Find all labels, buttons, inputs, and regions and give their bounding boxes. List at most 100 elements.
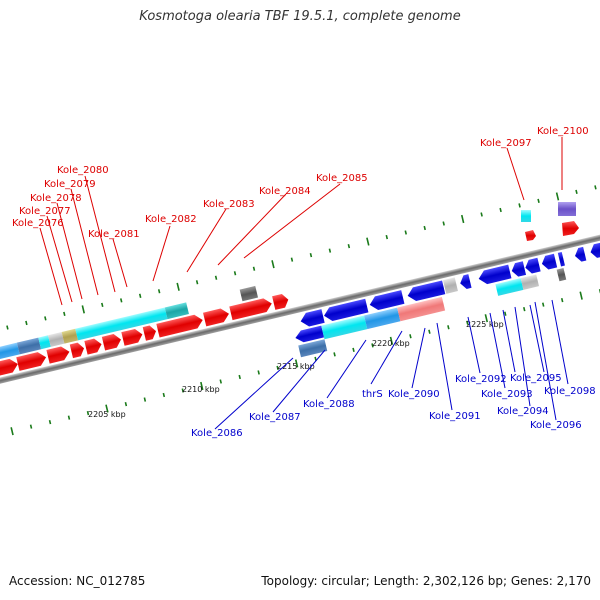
tick-mark: [560, 298, 564, 303]
gene-label[interactable]: Kole_2080: [57, 165, 109, 176]
gene-block[interactable]: [495, 278, 524, 296]
genome-backbone: [0, 215, 600, 389]
gene-forward[interactable]: [69, 341, 86, 359]
tick-mark: [105, 404, 109, 413]
gene-forward[interactable]: [16, 350, 47, 371]
gene-reverse[interactable]: [477, 264, 512, 286]
topology-text: Topology: circular; Length: 2,302,126 bp…: [261, 574, 591, 588]
gene-label[interactable]: Kole_2090: [388, 389, 440, 400]
forward-leader-lines: [39, 137, 563, 306]
gene-block[interactable]: [0, 342, 20, 360]
gene-label[interactable]: Kole_2084: [259, 186, 311, 197]
gene-label[interactable]: Kole_2083: [203, 199, 255, 210]
tick-mark: [371, 343, 374, 348]
gene-forward[interactable]: [562, 221, 579, 236]
gene-block[interactable]: [520, 274, 540, 290]
gene-block[interactable]: [558, 202, 576, 216]
gene-label[interactable]: Kole_2096: [530, 420, 582, 431]
gene-block[interactable]: [16, 337, 42, 355]
tick-mark: [499, 207, 502, 213]
gene-block[interactable]: [61, 328, 79, 344]
gene-block[interactable]: [38, 335, 51, 350]
gene-reverse[interactable]: [540, 253, 558, 271]
tick-mark: [214, 275, 218, 280]
gene-forward[interactable]: [121, 328, 144, 346]
gene-block[interactable]: [164, 302, 189, 320]
gene-forward[interactable]: [46, 345, 71, 364]
gene-forward[interactable]: [272, 293, 290, 310]
gene-label[interactable]: Kole_2091: [429, 411, 481, 422]
gene-forward[interactable]: [156, 313, 204, 338]
tick-mark: [200, 381, 204, 391]
tick-mark: [523, 307, 526, 312]
tick-mark: [423, 225, 426, 231]
gene-label[interactable]: Kole_2088: [303, 399, 355, 410]
accession-text: Accession: NC_012785: [9, 574, 146, 588]
gene-label[interactable]: Kole_2081: [88, 229, 140, 240]
gene-reverse[interactable]: [322, 298, 369, 323]
gene-reverse[interactable]: [524, 257, 541, 275]
gene-forward[interactable]: [84, 337, 103, 355]
gene-forward[interactable]: [203, 307, 231, 327]
tick-mark: [541, 302, 545, 307]
gene-block[interactable]: [239, 285, 259, 302]
tick-mark: [466, 320, 469, 325]
gene-block[interactable]: [443, 277, 458, 294]
gene-label[interactable]: Kole_2094: [497, 406, 549, 417]
gene-block[interactable]: [556, 267, 567, 282]
gene-block[interactable]: [298, 339, 328, 358]
gene-forward[interactable]: [229, 297, 273, 321]
tick-mark: [555, 192, 560, 201]
kbp-label: 2215 kbp: [277, 362, 315, 371]
gene-label[interactable]: Kole_2095: [510, 373, 562, 384]
gene-reverse[interactable]: [299, 309, 325, 328]
tick-mark: [63, 311, 66, 317]
gene-block[interactable]: [75, 307, 168, 341]
gene-block[interactable]: [557, 251, 565, 267]
gene-reverse[interactable]: [368, 290, 405, 311]
gene-label[interactable]: Kole_2079: [44, 179, 96, 190]
tick-mark: [579, 291, 583, 300]
tick-mark: [347, 243, 351, 249]
tick-mark: [389, 336, 394, 345]
gene-reverse[interactable]: [459, 274, 472, 290]
kbp-label: 2205 kbp: [88, 410, 126, 419]
gene-label[interactable]: thrS: [362, 389, 383, 400]
gene-label[interactable]: Kole_2098: [544, 386, 596, 397]
gene-label[interactable]: Kole_2076: [12, 218, 64, 229]
tick-mark: [428, 329, 431, 334]
gene-reverse[interactable]: [573, 246, 587, 263]
tick-mark: [328, 248, 332, 253]
gene-reverse[interactable]: [510, 261, 527, 278]
gene-label[interactable]: Kole_2082: [145, 214, 197, 225]
gene-label[interactable]: Kole_2087: [249, 412, 301, 423]
gene-reverse[interactable]: [406, 280, 446, 302]
tick-mark: [271, 260, 275, 269]
gene-forward[interactable]: [525, 230, 536, 241]
tick-mark: [6, 325, 9, 330]
gene-label[interactable]: Kole_2093: [481, 389, 533, 400]
gene-block[interactable]: [364, 307, 401, 330]
gene-label[interactable]: Kole_2085: [316, 173, 368, 184]
gene-forward[interactable]: [0, 357, 19, 378]
gene-block[interactable]: [521, 210, 531, 222]
tick-mark: [484, 314, 489, 323]
gene-forward[interactable]: [101, 333, 123, 351]
gene-block[interactable]: [397, 296, 446, 322]
gene-forward[interactable]: [142, 324, 158, 341]
gene-label[interactable]: Kole_2092: [455, 374, 507, 385]
tick-mark: [138, 293, 142, 298]
tick-mark: [257, 370, 260, 375]
reverse-leader-lines: [214, 299, 569, 430]
gene-label[interactable]: Kole_2097: [480, 138, 532, 149]
gene-label[interactable]: Kole_2100: [537, 126, 589, 137]
tick-mark: [352, 347, 355, 352]
gene-label[interactable]: Kole_2078: [30, 193, 82, 204]
gene-block[interactable]: [48, 332, 65, 347]
gene-reverse[interactable]: [589, 241, 600, 259]
gene-label[interactable]: Kole_2077: [19, 206, 71, 217]
gene-label[interactable]: Kole_2086: [191, 428, 243, 439]
gene-reverse[interactable]: [294, 325, 325, 344]
gene-block[interactable]: [321, 315, 368, 340]
tick-mark: [252, 266, 256, 271]
